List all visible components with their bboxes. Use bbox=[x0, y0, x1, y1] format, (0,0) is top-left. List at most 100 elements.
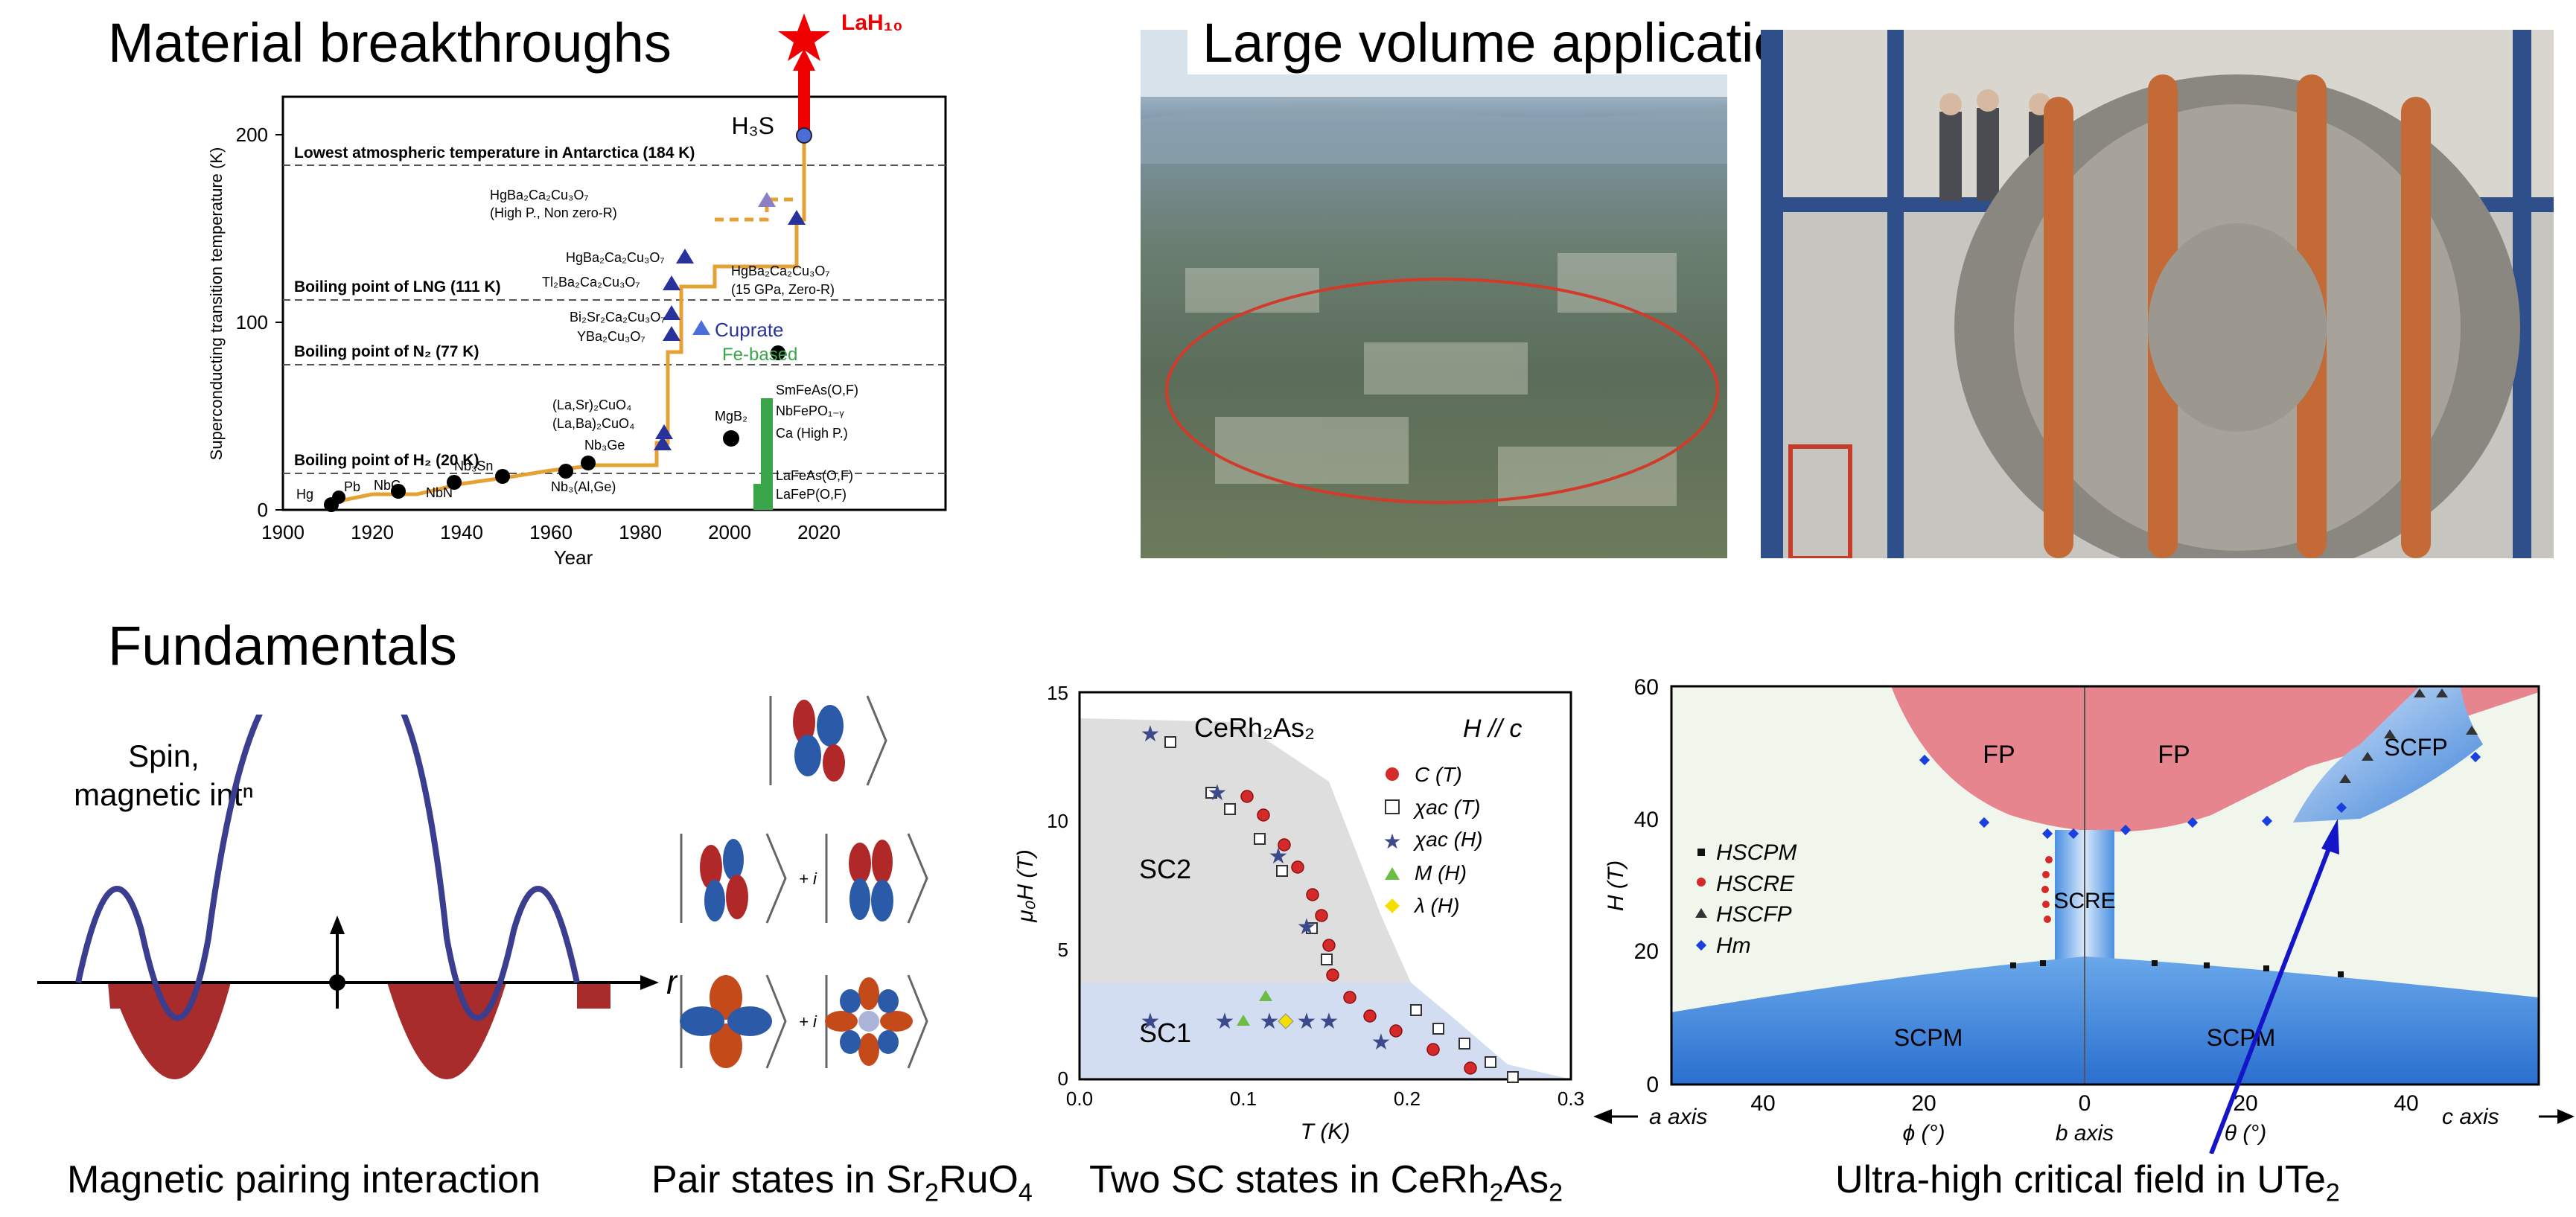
svg-text:★: ★ bbox=[1319, 1009, 1339, 1034]
plus-i-label: + i bbox=[799, 1012, 817, 1031]
fp-region bbox=[1671, 686, 2539, 832]
tc-plot-frame bbox=[281, 95, 947, 511]
svg-text:★: ★ bbox=[1208, 781, 1228, 805]
svg-text:40: 40 bbox=[1634, 808, 1659, 832]
svg-text:15: 15 bbox=[1047, 682, 1068, 704]
a-axis-label: a axis bbox=[1649, 1105, 1707, 1129]
h3s-label: H₃S bbox=[732, 112, 774, 139]
svg-text:NbN: NbN bbox=[426, 485, 453, 500]
ref-line-h2: Boiling point of H₂ (20 K) bbox=[294, 452, 479, 469]
legend-hscfp: HSCFP bbox=[1716, 902, 1792, 927]
svg-text:0.3: 0.3 bbox=[1558, 1087, 1584, 1110]
svg-text:SmFeAs(O,F): SmFeAs(O,F) bbox=[776, 383, 858, 397]
svg-text:HgBa₂Ca₂Cu₃O₇: HgBa₂Ca₂Cu₃O₇ bbox=[731, 263, 830, 278]
sc1-label: SC1 bbox=[1139, 1018, 1191, 1048]
spin-label-line1: Spin, bbox=[128, 738, 200, 773]
svg-text:YBa₂Cu₃O₇: YBa₂Cu₃O₇ bbox=[577, 329, 645, 344]
pair-states-diagram: + i + i bbox=[680, 695, 928, 1069]
dxy-orbital-icon bbox=[793, 700, 845, 782]
svg-text:Ca (High P.): Ca (High P.) bbox=[776, 426, 848, 441]
cerh-ylabel: μ₀H (T) bbox=[1013, 849, 1038, 922]
a-axis-arrow-icon bbox=[1593, 1109, 1612, 1124]
magnetic-pairing-diagram: Spin, magnetic intⁿ r bbox=[37, 715, 678, 1079]
svg-text:Tl₂Ba₂Ca₂Cu₃O₇: Tl₂Ba₂Ca₂Cu₃O₇ bbox=[542, 275, 640, 290]
svg-text:★: ★ bbox=[1297, 915, 1317, 939]
c-axis-arrow-icon bbox=[2557, 1109, 2575, 1124]
cerh-title: CeRh₂As₂ bbox=[1194, 712, 1315, 743]
tc-xtick: 2020 bbox=[797, 521, 841, 543]
b-axis-label: b axis bbox=[2056, 1121, 2114, 1146]
svg-text:★: ★ bbox=[1260, 1009, 1280, 1034]
svg-text:NbFePO₁₋ᵧ: NbFePO₁₋ᵧ bbox=[776, 403, 844, 418]
legend-c-t: C (T) bbox=[1415, 763, 1462, 786]
svg-text:HgBa₂Ca₂Cu₃O₇: HgBa₂Ca₂Cu₃O₇ bbox=[566, 250, 665, 265]
sc-fp-region bbox=[2293, 686, 2483, 822]
svg-text:Hg: Hg bbox=[296, 487, 313, 502]
svg-text:60: 60 bbox=[1634, 675, 1659, 700]
ute2-phase-diagram: 0 20 40 60 H (T) 40 20 0 20 40 a axis ϕ … bbox=[1593, 675, 2575, 1154]
svg-text:0.2: 0.2 bbox=[1394, 1087, 1421, 1110]
sc-pm-region bbox=[1671, 956, 2539, 1085]
svg-text:★: ★ bbox=[1141, 1009, 1161, 1034]
r-axis-label: r bbox=[666, 962, 678, 1001]
lah10-label: LaH₁₀ bbox=[841, 10, 903, 35]
tc-ytick: 200 bbox=[236, 124, 268, 146]
svg-text:0: 0 bbox=[1058, 1067, 1068, 1090]
svg-text:20: 20 bbox=[2233, 1091, 2257, 1116]
tc-ylabel: Superconducting transition temperature (… bbox=[207, 147, 226, 461]
spin-up-arrow-icon bbox=[330, 916, 345, 934]
caption-two-sc-states: Two SC states in CeRh2As2 bbox=[1089, 1158, 1563, 1207]
svg-text:5: 5 bbox=[1058, 939, 1068, 961]
lah10-star-icon bbox=[778, 13, 830, 61]
section-title-material: Material breakthroughs bbox=[108, 12, 672, 74]
aerial-photo-lhc bbox=[1141, 30, 1727, 558]
fp-label-left: FP bbox=[1983, 741, 2015, 769]
ref-line-n2: Boiling point of N₂ (77 K) bbox=[294, 343, 479, 360]
svg-text:(La,Ba)₂CuO₄: (La,Ba)₂CuO₄ bbox=[552, 416, 634, 431]
plus-i-label: + i bbox=[799, 869, 817, 888]
svg-text:Pb: Pb bbox=[344, 479, 360, 494]
ref-line-antarctica: Lowest atmospheric temperature in Antarc… bbox=[294, 144, 695, 162]
cerh-xlabel: T (K) bbox=[1301, 1119, 1351, 1144]
tc-xtick: 1980 bbox=[619, 521, 662, 543]
ref-line-lng: Boiling point of LNG (111 K) bbox=[294, 278, 501, 296]
svg-text:Bi₂Sr₂Ca₂Cu₃O₇: Bi₂Sr₂Ca₂Cu₃O₇ bbox=[570, 310, 666, 325]
dx2y2-orbital-icon bbox=[680, 975, 772, 1068]
cerh-field-direction: H // c bbox=[1463, 715, 1522, 743]
svg-text:★: ★ bbox=[1215, 1009, 1235, 1034]
dxz-orbital-icon bbox=[700, 839, 748, 921]
svg-text:10: 10 bbox=[1047, 810, 1068, 832]
theta-axis-label: θ (°) bbox=[2225, 1121, 2267, 1146]
g-wave-orbital-icon bbox=[825, 977, 913, 1066]
legend-fe: Fe-based bbox=[722, 345, 797, 365]
svg-text:(High P., Non zero-R): (High P., Non zero-R) bbox=[490, 205, 617, 220]
sc-pm-label-left: SCPM bbox=[1894, 1024, 1963, 1051]
tc-ytick: 100 bbox=[236, 311, 268, 333]
svg-text:Nb₃(Al,Ge): Nb₃(Al,Ge) bbox=[551, 479, 616, 494]
dyz-orbital-icon bbox=[849, 840, 893, 921]
cerh2as2-phase-diagram: 0 5 10 15 0.0 0.1 0.2 0.3 T (K) μ₀H (T) … bbox=[1013, 682, 1584, 1144]
section-title-large-volume: Large volume applications bbox=[1187, 11, 1858, 74]
svg-text:★: ★ bbox=[1141, 722, 1161, 747]
svg-text:0.1: 0.1 bbox=[1230, 1087, 1257, 1110]
svg-text:★: ★ bbox=[1383, 830, 1401, 853]
legend-hscre: HSCRE bbox=[1716, 872, 1795, 896]
svg-text:(La,Sr)₂CuO₄: (La,Sr)₂CuO₄ bbox=[552, 397, 631, 412]
sc1-region bbox=[1080, 983, 1571, 1079]
legend-m-h: M (H) bbox=[1415, 861, 1467, 884]
svg-text:(15 GPa, Zero-R): (15 GPa, Zero-R) bbox=[731, 282, 835, 297]
tokamak-photo bbox=[1761, 30, 2554, 558]
svg-text:LaFeP(O,F): LaFeP(O,F) bbox=[776, 487, 847, 502]
svg-text:Nb₃Sn: Nb₃Sn bbox=[454, 459, 493, 473]
svg-text:HgBa₂Ca₂Cu₃O₇: HgBa₂Ca₂Cu₃O₇ bbox=[490, 188, 589, 202]
legend-chi-h: χac (H) bbox=[1412, 828, 1483, 851]
svg-text:★: ★ bbox=[1371, 1030, 1391, 1055]
sc-pm-label-right: SCPM bbox=[2207, 1024, 2275, 1051]
sc-re-label: SCRE bbox=[2053, 889, 2115, 913]
sc2-region bbox=[1080, 718, 1411, 983]
svg-text:0: 0 bbox=[1646, 1073, 1659, 1097]
svg-text:0: 0 bbox=[2079, 1091, 2091, 1116]
r-axis-arrow-icon bbox=[640, 975, 659, 990]
svg-text:★: ★ bbox=[1297, 1009, 1317, 1034]
svg-text:0.0: 0.0 bbox=[1066, 1087, 1093, 1110]
